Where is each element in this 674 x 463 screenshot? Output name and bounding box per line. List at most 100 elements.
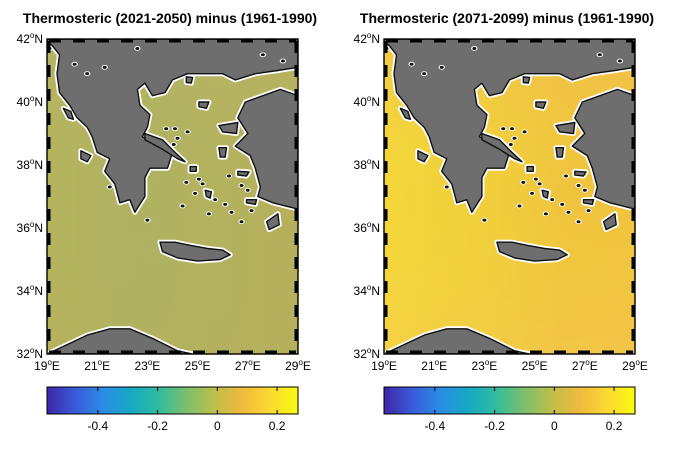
andros-land — [189, 165, 198, 173]
lat-tick-label: 36oN — [17, 220, 43, 235]
naxos-land — [541, 189, 550, 199]
rhodes-land — [265, 213, 280, 231]
islet — [482, 218, 487, 222]
islet — [422, 72, 427, 76]
land-layer — [384, 39, 635, 354]
chios-land — [555, 146, 565, 158]
islet — [223, 202, 228, 206]
colorbar-tick-label: 0.2 — [606, 419, 623, 433]
thasos-land — [522, 76, 531, 84]
islet — [260, 53, 265, 57]
islet — [280, 59, 285, 63]
lat-tick-label: 34oN — [354, 283, 380, 298]
lat-tick-label: 32oN — [354, 346, 380, 361]
land-layer — [47, 39, 298, 354]
anatolia-land — [571, 88, 635, 210]
islet — [171, 143, 176, 147]
islet — [563, 174, 568, 178]
kos-land — [245, 198, 258, 206]
lemnos-land — [198, 101, 210, 110]
lon-tick-label: 23oE — [134, 358, 160, 373]
lon-tick-label: 19oE — [34, 358, 60, 373]
islet — [522, 130, 527, 134]
colorbar-tick-label: 0 — [551, 419, 558, 433]
lon-tick-label: 29oE — [622, 358, 648, 373]
islet — [239, 183, 244, 187]
islet — [444, 185, 449, 189]
lemnos-land — [535, 101, 547, 110]
islet — [543, 212, 548, 216]
islet — [249, 209, 254, 213]
islet — [560, 202, 565, 206]
evia-land — [144, 132, 186, 163]
islet — [135, 46, 140, 50]
africa-land — [384, 328, 531, 354]
islet — [145, 218, 150, 222]
islet — [180, 204, 185, 208]
islet — [530, 191, 535, 195]
islet — [102, 65, 107, 69]
islet — [566, 210, 571, 214]
lon-tick-label: 19oE — [371, 358, 397, 373]
lon-tick-label: 29oE — [285, 358, 311, 373]
islet — [196, 177, 201, 181]
lon-tick-label: 25oE — [522, 358, 548, 373]
islet — [226, 174, 231, 178]
islet — [576, 220, 581, 224]
islet — [586, 209, 591, 213]
islet — [533, 177, 538, 181]
islet — [550, 198, 555, 202]
islet — [239, 220, 244, 224]
kos-land — [582, 198, 595, 206]
lat-tick-label: 42oN — [354, 31, 380, 46]
colorbar-tick-label: -0.4 — [87, 419, 108, 433]
lon-tick-label: 27oE — [235, 358, 261, 373]
islet — [472, 46, 477, 50]
naxos-land — [204, 189, 213, 199]
islet — [175, 136, 180, 140]
kefalonia-land — [80, 150, 92, 163]
crete-land — [496, 241, 568, 262]
lon-tick-label: 21oE — [84, 358, 110, 373]
map-frame — [46, 38, 299, 355]
lat-tick-label: 38oN — [17, 157, 43, 172]
colorbar — [383, 386, 636, 415]
islet — [537, 182, 542, 186]
lat-tick-label: 34oN — [17, 283, 43, 298]
islet — [213, 198, 218, 202]
islet — [164, 127, 169, 131]
lesvos-land — [218, 121, 239, 135]
islet — [409, 62, 414, 66]
balkans-mainland-land — [384, 39, 635, 214]
map-panel-2021-2050: Thermosteric (2021-2050) minus (1961-199… — [17, 10, 318, 433]
colorbar-tick-label: -0.2 — [484, 419, 505, 433]
islet — [582, 188, 587, 192]
lesvos-land — [555, 121, 576, 135]
islet — [576, 183, 581, 187]
lat-tick-label: 42oN — [17, 31, 43, 46]
africa-land — [47, 328, 194, 354]
islet — [193, 191, 198, 195]
islet — [510, 127, 515, 131]
colorbar-tick-label: -0.2 — [147, 419, 168, 433]
islet — [184, 180, 189, 184]
map-frame — [383, 38, 636, 355]
islet — [597, 53, 602, 57]
lat-tick-label: 32oN — [17, 346, 43, 361]
lon-tick-label: 23oE — [471, 358, 497, 373]
lat-tick-label: 38oN — [354, 157, 380, 172]
lon-tick-label: 27oE — [572, 358, 598, 373]
islet — [72, 62, 77, 66]
islet — [517, 204, 522, 208]
colorbar-tick-label: -0.4 — [424, 419, 445, 433]
lon-tick-label: 25oE — [185, 358, 211, 373]
chios-land — [218, 146, 228, 158]
colorbar-tick-label: 0.2 — [269, 419, 286, 433]
islet — [107, 185, 112, 189]
map-title: Thermosteric (2021-2050) minus (1961-199… — [22, 10, 318, 26]
islet — [229, 210, 234, 214]
islet — [439, 65, 444, 69]
islet — [245, 188, 250, 192]
rhodes-land — [602, 213, 617, 231]
